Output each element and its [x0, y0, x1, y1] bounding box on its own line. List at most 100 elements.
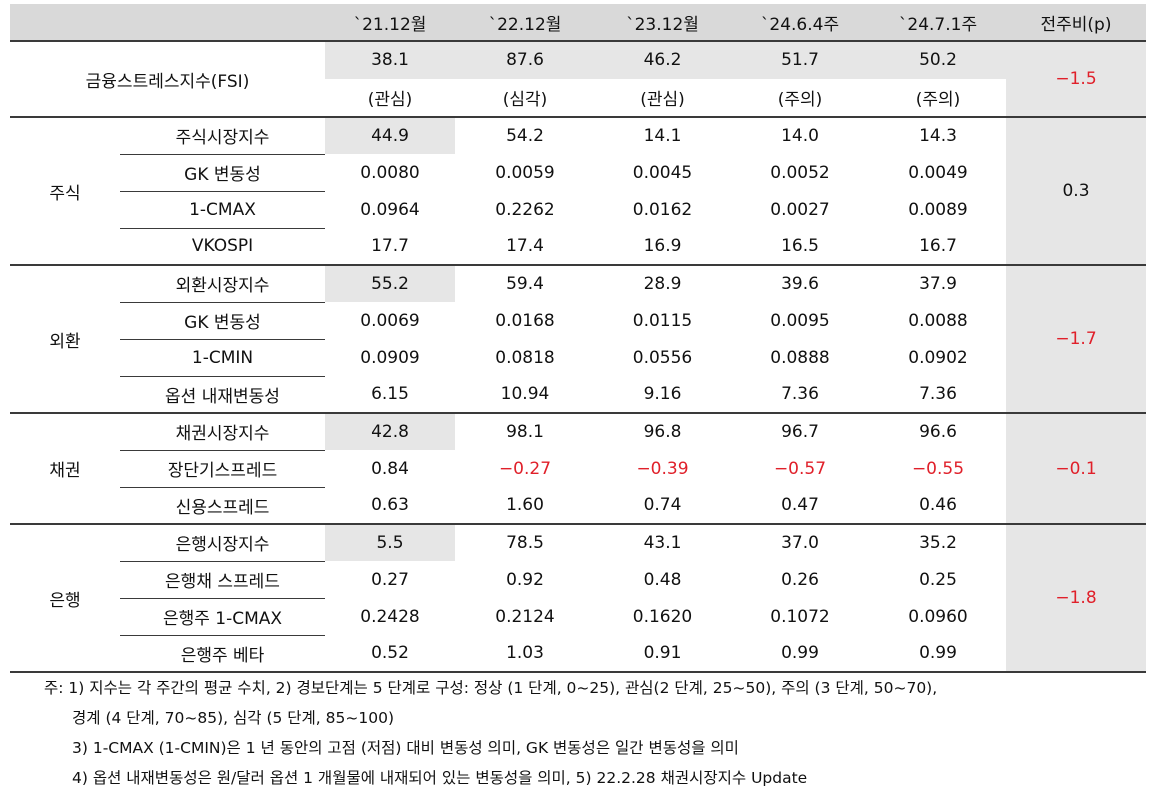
indicator-value: 96.7	[730, 412, 870, 450]
section-change: 0.3	[1006, 116, 1146, 265]
indicator-value: 39.6	[730, 264, 870, 302]
indicator-row: 은행주 베타 0.52 1.03 0.91 0.99 0.99	[10, 634, 1146, 673]
fsi-stage: (심각)	[455, 78, 595, 117]
indicator-value: 98.1	[455, 412, 595, 450]
header-change: 전주비(p)	[1006, 4, 1146, 42]
indicator-value: 28.9	[595, 264, 730, 302]
footnote-line: 주: 1) 지수는 각 주간의 평균 수치, 2) 경보단계는 5 단계로 구성…	[44, 679, 938, 697]
section-change: −0.1	[1006, 412, 1146, 524]
indicator-row: 은행주 1-CMAX 0.2428 0.2124 0.1620 0.1072 0.0960	[10, 597, 1146, 635]
indicator-value: 6.15	[325, 375, 455, 413]
fsi-label: 금융스트레스지수(FSI)	[85, 71, 250, 92]
indicator-row: 주식 주식시장지수 44.9 54.2 14.1 14.0 14.3 0.3	[10, 116, 1146, 265]
indicator-value: 0.0069	[325, 301, 455, 339]
indicator-value: 78.5	[455, 523, 595, 561]
indicator-value: 1.03	[455, 634, 595, 673]
indicator-row: 신용스프레드 0.63 1.60 0.74 0.47 0.46	[10, 486, 1146, 524]
indicator-value: 0.0052	[730, 153, 870, 191]
indicator-value: 54.2	[455, 116, 595, 154]
indicator-value: 0.99	[870, 634, 1006, 673]
indicator-value: 10.94	[455, 375, 595, 413]
indicator-value: 55.2	[325, 264, 455, 302]
indicator-value: 14.3	[870, 116, 1006, 154]
section-name: 주식	[10, 116, 120, 265]
fsi-value: 51.7	[730, 41, 870, 79]
indicator-label: 은행주 베타	[120, 634, 325, 673]
indicator-value: 0.0162	[595, 190, 730, 228]
indicator-label: VKOSPI	[120, 227, 325, 265]
indicator-value: 0.26	[730, 560, 870, 598]
fsi-stage: (주의)	[870, 78, 1006, 117]
indicator-label: 은행주 1-CMAX	[120, 597, 325, 635]
indicator-value: 14.0	[730, 116, 870, 154]
indicator-value: 1.60	[455, 486, 595, 524]
indicator-row: 1-CMAX 0.0964 0.2262 0.0162 0.0027 0.0089	[10, 190, 1146, 228]
indicator-label: GK 변동성	[120, 301, 325, 339]
header-period: `21.12월	[325, 4, 455, 42]
indicator-row: 장단기스프레드 0.84 −0.27 −0.39 −0.57 −0.55	[10, 449, 1146, 487]
indicator-label: 외환시장지수	[120, 264, 325, 302]
indicator-value: 0.46	[870, 486, 1006, 524]
fsi-stage: (관심)	[595, 78, 730, 117]
indicator-value: 37.0	[730, 523, 870, 561]
fsi-stage-row: (관심) (심각) (관심) (주의) (주의)	[10, 78, 1146, 117]
indicator-row: 채권 채권시장지수 42.8 98.1 96.8 96.7 96.6 −0.1	[10, 412, 1146, 524]
indicator-value: 0.47	[730, 486, 870, 524]
section-name: 채권	[10, 412, 120, 524]
indicator-value: 0.0902	[870, 338, 1006, 376]
header-blank	[120, 4, 325, 42]
indicator-value: 0.0556	[595, 338, 730, 376]
header-period: `24.6.4주	[730, 4, 870, 42]
indicator-label: 신용스프레드	[120, 486, 325, 524]
indicator-value: 43.1	[595, 523, 730, 561]
section-name: 은행	[10, 523, 120, 673]
indicator-value: 0.0960	[870, 597, 1006, 635]
indicator-label: 장단기스프레드	[120, 449, 325, 487]
section-name: 외환	[10, 264, 120, 413]
indicator-value: 42.8	[325, 412, 455, 450]
indicator-value: 35.2	[870, 523, 1006, 561]
fsi-value: 87.6	[455, 41, 595, 79]
fsi-stage: (주의)	[730, 78, 870, 117]
indicator-label: 1-CMAX	[120, 190, 325, 228]
indicator-value: 0.2124	[455, 597, 595, 635]
indicator-value: 59.4	[455, 264, 595, 302]
indicator-value: 7.36	[870, 375, 1006, 413]
indicator-value: 0.84	[325, 449, 455, 487]
indicator-row: 은행 은행시장지수 5.5 78.5 43.1 37.0 35.2 −1.8	[10, 523, 1146, 673]
fsi-value: 46.2	[595, 41, 730, 79]
indicator-value: 0.2262	[455, 190, 595, 228]
indicator-value: 16.5	[730, 227, 870, 265]
indicator-value: 0.0059	[455, 153, 595, 191]
indicator-value: −0.39	[595, 449, 730, 487]
indicator-value: 0.0909	[325, 338, 455, 376]
indicator-value: 0.2428	[325, 597, 455, 635]
indicator-value: 17.4	[455, 227, 595, 265]
indicator-value: 0.1072	[730, 597, 870, 635]
indicator-value: 0.74	[595, 486, 730, 524]
indicator-value: 5.5	[325, 523, 455, 561]
fsi-row: 금융스트레스지수(FSI) 38.1 87.6 46.2 51.7 50.2 −1.5	[10, 41, 1146, 117]
indicator-row: 1-CMIN 0.0909 0.0818 0.0556 0.0888 0.0902	[10, 338, 1146, 376]
fsi-value: 50.2	[870, 41, 1006, 79]
indicator-row: GK 변동성 0.0080 0.0059 0.0045 0.0052 0.0049	[10, 153, 1146, 191]
indicator-label: 1-CMIN	[120, 338, 325, 376]
indicator-value: 7.36	[730, 375, 870, 413]
fsi-table: `21.12월 `22.12월 `23.12월 `24.6.4주 `24.7.1…	[10, 4, 1146, 673]
indicator-value: 0.91	[595, 634, 730, 673]
indicator-value: 44.9	[325, 116, 455, 154]
indicator-value: 0.0115	[595, 301, 730, 339]
header-row: `21.12월 `22.12월 `23.12월 `24.6.4주 `24.7.1…	[10, 4, 1146, 42]
indicator-value: −0.55	[870, 449, 1006, 487]
indicator-value: 0.0168	[455, 301, 595, 339]
indicator-value: 0.0045	[595, 153, 730, 191]
indicator-value: 16.7	[870, 227, 1006, 265]
indicator-value: 16.9	[595, 227, 730, 265]
indicator-value: 17.7	[325, 227, 455, 265]
indicator-label: 은행시장지수	[120, 523, 325, 561]
indicator-value: 0.0080	[325, 153, 455, 191]
indicator-value: 0.1620	[595, 597, 730, 635]
section-change: −1.7	[1006, 264, 1146, 413]
header-period: `22.12월	[455, 4, 595, 42]
indicator-value: −0.57	[730, 449, 870, 487]
